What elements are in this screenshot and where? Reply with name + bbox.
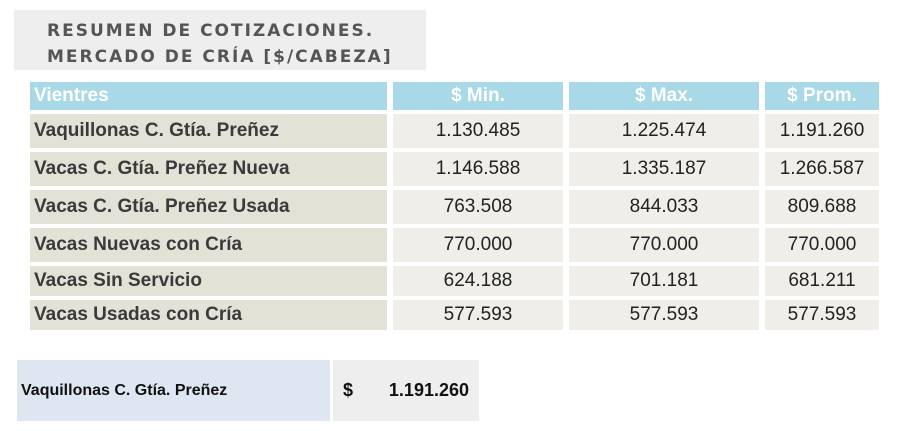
report-title-line-2: MERCADO DE CRÍA [$/CABEZA] — [47, 47, 393, 67]
table-row: Vacas Nuevas con Cría 770.000 770.000 77… — [30, 228, 879, 262]
report-title: RESUMEN DE COTIZACIONES. MERCADO DE CRÍA… — [14, 10, 426, 70]
quotes-table: Vientres $ Min. $ Max. $ Prom. Vaquillon… — [24, 78, 885, 334]
row-label: Vacas C. Gtía. Preñez Usada — [30, 190, 387, 224]
row-label: Vacas Nuevas con Cría — [30, 228, 387, 262]
min-value: 624.188 — [393, 266, 563, 296]
table-row: Vacas Usadas con Cría 577.593 577.593 57… — [30, 300, 879, 330]
row-label: Vacas Usadas con Cría — [30, 300, 387, 330]
min-value: 770.000 — [393, 228, 563, 262]
max-value: 770.000 — [569, 228, 759, 262]
column-header-vientres: Vientres — [30, 82, 387, 110]
table-row: Vacas Sin Servicio 624.188 701.181 681.2… — [30, 266, 879, 296]
max-value: 701.181 — [569, 266, 759, 296]
column-header-min: $ Min. — [393, 82, 563, 110]
prom-value: 577.593 — [765, 300, 879, 330]
table-row: Vaquillonas C. Gtía. Preñez 1.130.485 1.… — [30, 114, 879, 148]
report-title-line-1: RESUMEN DE COTIZACIONES. — [47, 21, 375, 41]
max-value: 1.225.474 — [569, 114, 759, 148]
summary-amount: 1.191.260 — [388, 380, 469, 400]
column-header-max: $ Max. — [569, 82, 759, 110]
min-value: 577.593 — [393, 300, 563, 330]
row-label: Vacas C. Gtía. Preñez Nueva — [30, 152, 387, 186]
min-value: 1.130.485 — [393, 114, 563, 148]
summary-value-box: $ 1.191.260 — [333, 360, 479, 421]
row-label: Vacas Sin Servicio — [30, 266, 387, 296]
max-value: 1.335.187 — [569, 152, 759, 186]
summary-currency: $ — [343, 380, 354, 400]
max-value: 577.593 — [569, 300, 759, 330]
column-header-prom: $ Prom. — [765, 82, 879, 110]
row-label: Vaquillonas C. Gtía. Preñez — [30, 114, 387, 148]
table-row: Vacas C. Gtía. Preñez Nueva 1.146.588 1.… — [30, 152, 879, 186]
prom-value: 770.000 — [765, 228, 879, 262]
prom-value: 1.266.587 — [765, 152, 879, 186]
prom-value: 681.211 — [765, 266, 879, 296]
prom-value: 1.191.260 — [765, 114, 879, 148]
summary-label: Vaquillonas C. Gtía. Preñez — [17, 360, 330, 421]
prom-value: 809.688 — [765, 190, 879, 224]
min-value: 763.508 — [393, 190, 563, 224]
table-header-row: Vientres $ Min. $ Max. $ Prom. — [30, 82, 879, 110]
min-value: 1.146.588 — [393, 152, 563, 186]
table-row: Vacas C. Gtía. Preñez Usada 763.508 844.… — [30, 190, 879, 224]
max-value: 844.033 — [569, 190, 759, 224]
